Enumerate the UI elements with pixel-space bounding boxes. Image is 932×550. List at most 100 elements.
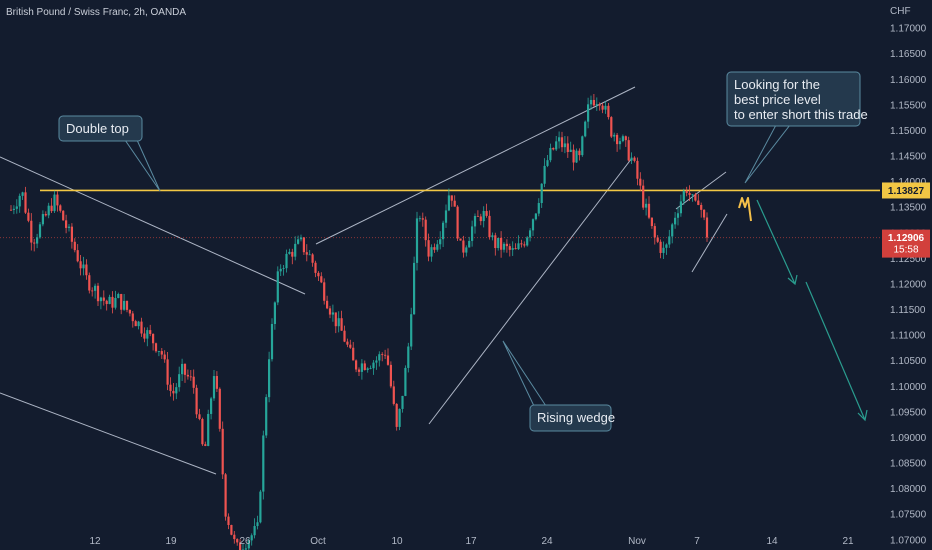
candle (201, 417, 204, 446)
candle-body (665, 244, 668, 248)
candle (662, 241, 665, 259)
candle-body (473, 215, 477, 227)
candle-body (413, 262, 416, 315)
candle (21, 191, 24, 200)
candle-body (340, 318, 343, 331)
candle-body (572, 149, 575, 163)
price-tick-label: 1.15500 (890, 100, 927, 111)
candle (450, 195, 453, 207)
candle-body (346, 341, 349, 345)
candle-body (256, 522, 259, 527)
candle-body (392, 386, 395, 404)
candle-body (111, 296, 114, 308)
candle-body (279, 268, 282, 272)
candle-body (128, 309, 131, 314)
candle-body (108, 296, 111, 304)
candle (671, 222, 674, 244)
candle-body (366, 368, 369, 370)
candle (114, 290, 117, 310)
candle-body (65, 220, 68, 228)
candle-body (166, 359, 169, 385)
candle-body (685, 190, 688, 193)
candle (24, 186, 27, 214)
candle (439, 231, 442, 250)
candle (674, 212, 677, 229)
candle-body (302, 237, 305, 253)
candle (56, 191, 59, 212)
candle-body (395, 403, 398, 427)
candle-body (288, 251, 291, 254)
candle (308, 249, 311, 256)
price-tick-label: 1.10000 (890, 382, 927, 393)
candle (94, 283, 97, 299)
candle-body (369, 368, 372, 370)
candle (76, 244, 79, 263)
candle-body (598, 104, 601, 106)
candle (198, 408, 201, 421)
candle-body (630, 157, 633, 161)
candle-body (500, 237, 503, 250)
price-tick-label: 1.11500 (890, 305, 926, 316)
callout-short-entry: Looking for the best price level to ente… (726, 71, 868, 184)
price-axis[interactable]: 1.17000 1.16500 1.16000 1.15500 1.15000 1.145… (890, 24, 927, 547)
candle-body (616, 134, 619, 145)
channel-upper-line (0, 156, 306, 295)
candle-body (595, 104, 598, 106)
candle (82, 256, 85, 276)
candle-body (668, 236, 671, 245)
candle-body (592, 99, 595, 106)
candle (497, 237, 500, 251)
candle (592, 93, 595, 107)
candle-body (59, 205, 62, 211)
candle (473, 213, 477, 234)
time-tick-label: Nov (628, 536, 646, 547)
candle (247, 538, 250, 550)
candle (137, 320, 140, 330)
candle-body (549, 147, 552, 161)
candle-body (247, 540, 250, 549)
candle-body (705, 217, 709, 238)
candle-body (326, 300, 329, 309)
candle-body (439, 239, 442, 245)
candle (627, 136, 630, 162)
candle-body (357, 369, 361, 372)
candle-body (694, 194, 697, 201)
candle-body (384, 354, 387, 356)
candle (616, 133, 619, 152)
candle-body (650, 217, 653, 227)
candle-body (253, 526, 256, 536)
candle-body (587, 104, 590, 122)
time-tick-label: 26 (239, 536, 251, 547)
candle (589, 95, 593, 110)
candle (378, 351, 381, 367)
candle (108, 294, 111, 305)
candle-body (192, 376, 195, 388)
candle-body (299, 237, 303, 240)
time-tick-label: 7 (694, 536, 700, 547)
candle-body (494, 235, 497, 249)
candle (33, 238, 36, 252)
candle (468, 236, 471, 248)
candle-body (459, 238, 462, 241)
candle (401, 395, 404, 413)
candle-body (120, 294, 123, 310)
candle-body (613, 134, 616, 137)
candle-body (239, 542, 242, 550)
candle-body (479, 216, 482, 222)
candle (488, 210, 491, 240)
candle (233, 531, 236, 544)
price-tick-label: 1.13500 (890, 203, 927, 214)
candle (633, 156, 636, 163)
candle (413, 256, 416, 315)
candle-body (537, 203, 540, 214)
candle-body (421, 218, 424, 220)
candle-body (21, 192, 24, 196)
time-axis[interactable]: 12 19 26 Oct 10 17 24 Nov 7 14 21 (89, 536, 854, 547)
candle-body (462, 240, 465, 253)
candle (50, 198, 53, 214)
candle (320, 272, 323, 284)
candle-body (415, 218, 419, 263)
callout-short-entry-line-3: to enter short this trade (734, 107, 868, 122)
candle-body (627, 140, 630, 161)
